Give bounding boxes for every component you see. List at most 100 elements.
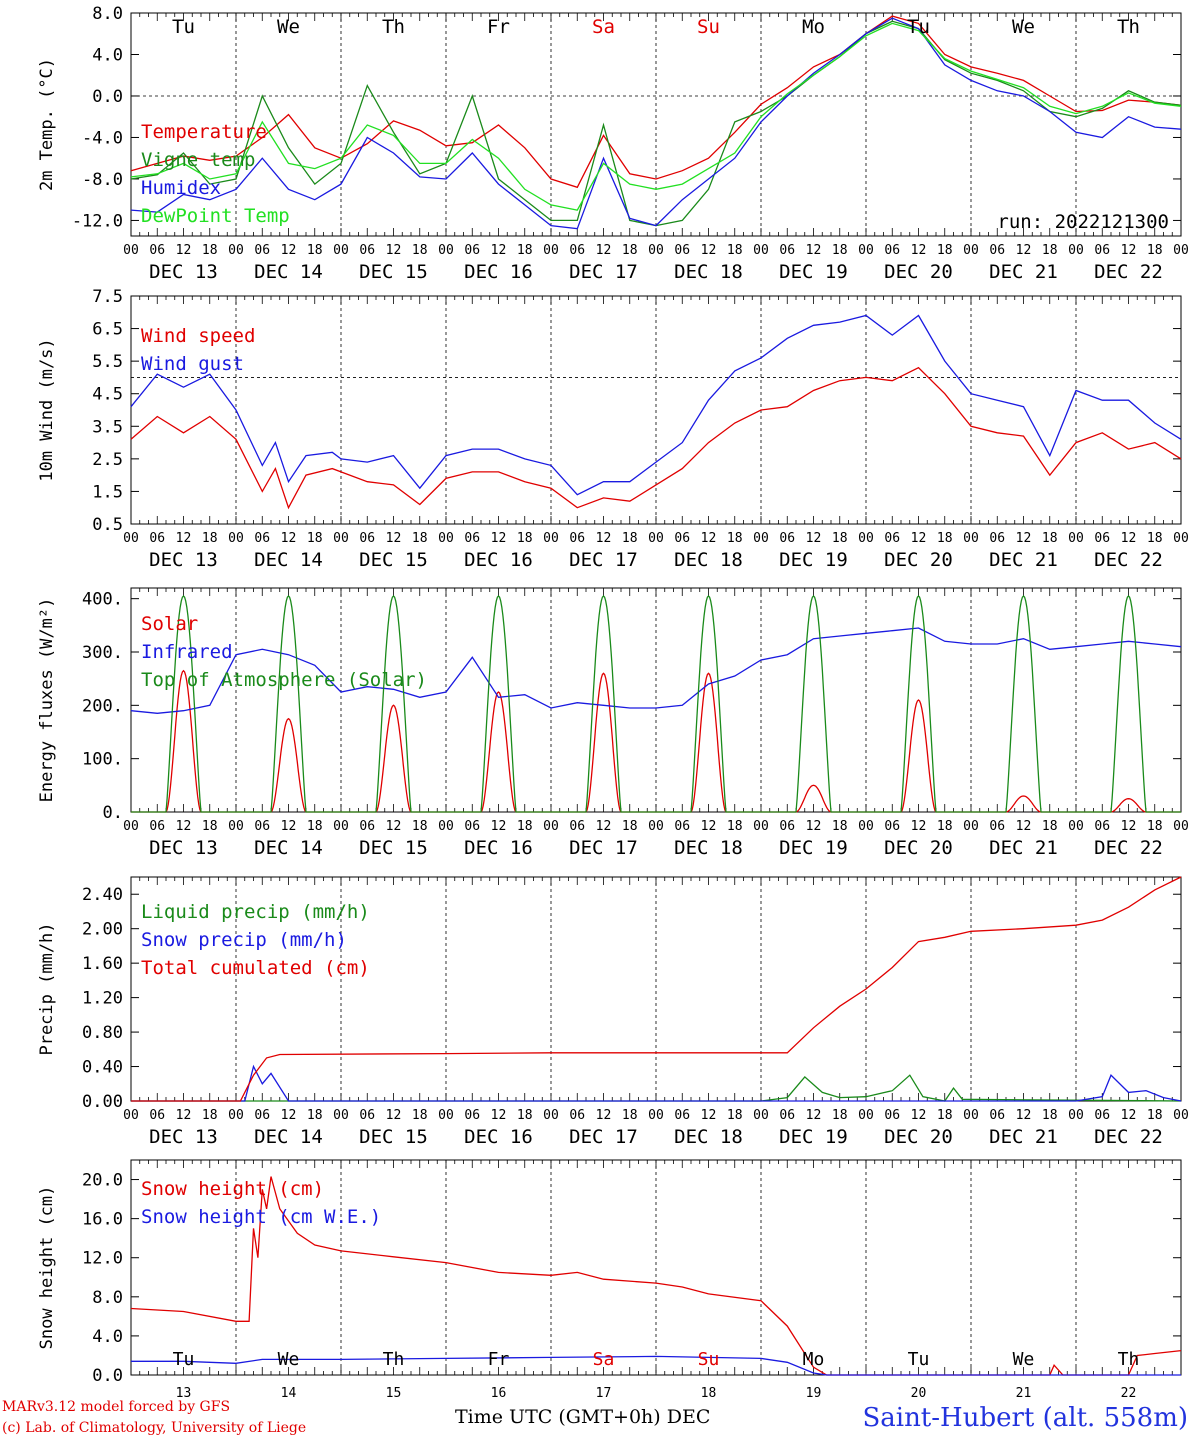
x-hour-label: 12 (596, 819, 612, 834)
x-axis-month: DEC (666, 1406, 711, 1428)
x-hour-label: 12 (176, 243, 192, 258)
x-hour-label: 06 (1094, 243, 1110, 258)
x-hour-label: 12 (806, 819, 822, 834)
x-hour-label: 00 (1068, 1108, 1084, 1123)
x-hour-label: 18 (622, 531, 638, 546)
y-tick-label: -12.0 (72, 211, 123, 231)
x-date-label: DEC 20 (884, 261, 953, 283)
y-tick-label: 0.5 (92, 515, 123, 535)
x-hour-label: 18 (937, 531, 953, 546)
x-hour-label: 18 (832, 819, 848, 834)
x-hour-label: 06 (464, 531, 480, 546)
x-hour-label: 12 (386, 819, 402, 834)
x-hour-label: 18 (832, 531, 848, 546)
x-day-number: 17 (596, 1386, 612, 1401)
x-hour-label: 06 (989, 1108, 1005, 1123)
x-hour-label: 18 (202, 1108, 218, 1123)
legend-entry: Wind speed (141, 325, 255, 347)
x-hour-label: 00 (333, 1108, 349, 1123)
x-hour-label: 18 (412, 243, 428, 258)
x-hour-label: 18 (1042, 531, 1058, 546)
x-date-label: DEC 13 (149, 1126, 218, 1148)
x-hour-label: 18 (1042, 243, 1058, 258)
x-hour-label: 12 (1016, 531, 1032, 546)
x-hour-label: 18 (727, 243, 743, 258)
y-tick-label: 0.40 (82, 1058, 123, 1078)
series-snow-precip-mm-h- (131, 1064, 1182, 1102)
x-hour-label: 12 (596, 531, 612, 546)
x-hour-label: 12 (701, 531, 717, 546)
legend-entry: Top of Atmosphere (Solar) (141, 669, 427, 691)
x-axis-title: Time UTC (GMT+0h) DEC (455, 1406, 710, 1428)
x-hour-label: 06 (359, 819, 375, 834)
x-hour-label: 18 (202, 243, 218, 258)
x-hour-label: 00 (543, 243, 559, 258)
x-date-label: DEC 14 (254, 1126, 323, 1148)
day-name: Tu (907, 16, 930, 38)
day-name: We (277, 16, 300, 38)
x-hour-label: 00 (228, 243, 244, 258)
x-hour-label: 06 (674, 819, 690, 834)
series-liquid-precip-mm-h- (131, 1074, 1182, 1102)
x-hour-label: 00 (123, 819, 139, 834)
x-hour-label: 12 (176, 531, 192, 546)
legend-entry: Humidex (141, 177, 221, 199)
x-hour-label: 12 (491, 1108, 507, 1123)
x-hour-label: 06 (989, 243, 1005, 258)
x-hour-label: 12 (911, 819, 927, 834)
day-name: Th (1118, 1349, 1140, 1370)
x-hour-label: 18 (622, 1108, 638, 1123)
x-date-label: DEC 18 (674, 549, 743, 571)
x-hour-label: 12 (491, 243, 507, 258)
x-date-label: DEC 14 (254, 837, 323, 859)
x-hour-label: 06 (359, 243, 375, 258)
day-name: Sa (593, 1349, 615, 1370)
x-date-label: DEC 15 (359, 837, 428, 859)
x-hour-label: 06 (884, 819, 900, 834)
x-hour-label: 12 (281, 1108, 297, 1123)
x-hour-label: 12 (911, 1108, 927, 1123)
x-day-number: 13 (176, 1386, 192, 1401)
x-hour-label: 00 (858, 531, 874, 546)
x-day-number: 21 (1016, 1386, 1032, 1401)
x-hour-label: 18 (727, 531, 743, 546)
series-snow-height-cm-w-e- (131, 1355, 1181, 1376)
x-date-label: DEC 22 (1094, 1126, 1163, 1148)
x-hour-label: 00 (648, 531, 664, 546)
x-hour-label: 12 (806, 243, 822, 258)
legend-entry: Snow height (cm) (141, 1178, 324, 1200)
x-hour-label: 00 (333, 531, 349, 546)
x-hour-label: 00 (753, 531, 769, 546)
x-hour-label: 00 (858, 243, 874, 258)
series-top-of-atmosphere-solar- (131, 595, 1181, 813)
x-hour-label: 12 (1016, 819, 1032, 834)
x-hour-label: 12 (701, 819, 717, 834)
y-tick-label: 1.20 (82, 989, 123, 1009)
x-hour-label: 06 (674, 531, 690, 546)
day-name: Sa (592, 16, 615, 38)
x-hour-label: 00 (438, 243, 454, 258)
x-hour-label: 06 (779, 819, 795, 834)
x-hour-label: 12 (701, 243, 717, 258)
x-date-label: DEC 17 (569, 1126, 638, 1148)
y-axis-label: 10m Wind (m/s) (37, 338, 57, 481)
x-date-label: DEC 18 (674, 837, 743, 859)
x-hour-label: 06 (884, 1108, 900, 1123)
x-date-label: DEC 22 (1094, 261, 1163, 283)
x-hour-label: 06 (989, 819, 1005, 834)
x-hour-label: 00 (123, 243, 139, 258)
y-tick-label: 400. (82, 590, 123, 610)
x-hour-label: 18 (937, 1108, 953, 1123)
x-hour-label: 18 (412, 819, 428, 834)
panel-2 (130, 295, 1182, 525)
x-hour-label: 18 (1147, 243, 1163, 258)
legend-entry: Temperature (141, 121, 267, 143)
x-date-label: DEC 14 (254, 261, 323, 283)
y-tick-label: 6.5 (92, 320, 123, 340)
x-hour-label: 00 (123, 531, 139, 546)
x-day-number: 14 (281, 1386, 297, 1401)
x-hour-label: 00 (543, 531, 559, 546)
x-date-label: DEC 16 (464, 261, 533, 283)
x-hour-label: 00 (753, 819, 769, 834)
x-hour-label: 18 (1147, 531, 1163, 546)
